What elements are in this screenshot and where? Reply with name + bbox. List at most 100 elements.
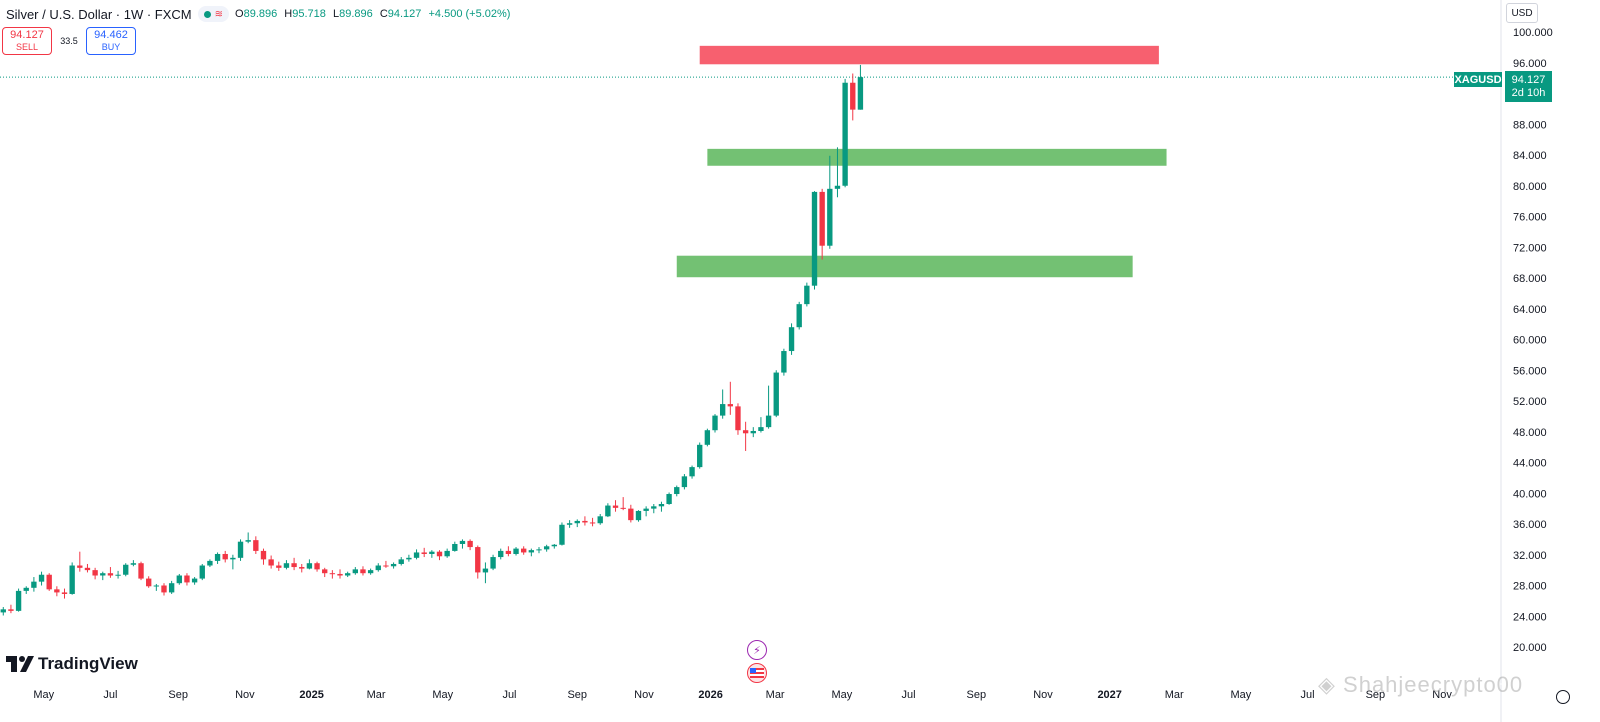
candle-body xyxy=(505,550,512,554)
x-tick-label: Sep xyxy=(168,689,188,701)
y-tick-label: 76.000 xyxy=(1513,212,1547,224)
candle-body xyxy=(704,430,711,445)
candle-body xyxy=(276,565,282,568)
candle-body xyxy=(482,568,489,573)
last-price-value: 94.127 xyxy=(1511,73,1546,86)
candle-body xyxy=(827,188,833,246)
economic-events: ⚡ xyxy=(743,640,771,683)
y-tick-label: 52.000 xyxy=(1513,396,1547,408)
candle-body xyxy=(559,524,565,545)
candle-body xyxy=(444,550,450,557)
sell-button[interactable]: 94.127 SELL xyxy=(2,27,52,55)
candle-body xyxy=(574,520,580,524)
buy-label: BUY xyxy=(101,42,121,52)
x-tick-label: Mar xyxy=(1165,689,1184,701)
candle-body xyxy=(850,82,856,110)
candle-body xyxy=(620,507,626,509)
candle-body xyxy=(566,523,573,525)
symbol-title[interactable]: Silver / U.S. Dollar · 1W · FXCM xyxy=(6,6,192,22)
candle-body xyxy=(597,516,603,524)
candle-body xyxy=(719,404,726,416)
candle-body xyxy=(811,191,818,286)
candle-body xyxy=(459,540,466,544)
candle-body xyxy=(306,563,313,569)
candle-body xyxy=(643,508,649,511)
candle-body xyxy=(712,415,718,431)
tradingview-logo[interactable]: TradingView xyxy=(6,654,138,674)
lightning-icon[interactable]: ⚡ xyxy=(747,640,767,660)
candle-body xyxy=(383,565,389,567)
candle-body xyxy=(92,570,98,576)
candle-body xyxy=(758,427,764,431)
candle-body xyxy=(84,567,91,571)
candle-body xyxy=(31,581,37,588)
candle-body xyxy=(406,557,412,560)
candle-body xyxy=(199,565,205,579)
candle-body xyxy=(735,406,741,431)
currency-selector[interactable]: USD xyxy=(1506,3,1538,23)
ohlc-open-key: O xyxy=(235,8,244,20)
candle-body xyxy=(681,476,688,488)
y-tick-label: 40.000 xyxy=(1513,488,1547,500)
candle-body xyxy=(8,609,14,611)
ohlc-low-key: L xyxy=(332,8,340,20)
candle-body xyxy=(582,520,588,523)
y-tick-label: 96.000 xyxy=(1513,58,1547,70)
candle-body xyxy=(69,565,75,594)
candle-body xyxy=(184,575,190,583)
candle-body xyxy=(773,372,779,416)
candle-body xyxy=(38,574,45,582)
candle-body xyxy=(528,550,535,553)
candle-body xyxy=(153,585,160,587)
x-tick-label: Sep xyxy=(1366,689,1386,701)
y-tick-label: 80.000 xyxy=(1513,181,1547,193)
x-tick-label: Jul xyxy=(502,689,516,701)
tradingview-logo-icon xyxy=(6,656,34,672)
candle-body xyxy=(689,467,695,477)
logo-text: TradingView xyxy=(38,654,138,673)
candle-body xyxy=(612,505,619,508)
ohlc-low-value: 89.896 xyxy=(339,8,373,20)
x-tick-label: 2027 xyxy=(1097,689,1121,701)
candle-body xyxy=(536,549,542,551)
candle-body xyxy=(651,506,657,509)
candle-body xyxy=(107,573,114,576)
candle-body xyxy=(61,592,68,594)
market-open-dot-icon xyxy=(203,10,211,18)
resistance-zone xyxy=(699,45,1159,65)
candle-body xyxy=(367,570,374,574)
ohlc-values: O89.896 H95.718 L89.896 C94.127 +4.500 (… xyxy=(235,8,514,20)
candle-body xyxy=(168,583,175,593)
gear-icon[interactable] xyxy=(1556,690,1570,704)
market-status[interactable]: ≋ xyxy=(197,6,230,22)
candle-body xyxy=(375,565,381,571)
x-tick-label: Sep xyxy=(967,689,987,701)
candle-body xyxy=(635,510,642,521)
candle-body xyxy=(674,487,680,495)
candle-body xyxy=(490,557,496,569)
candle-body xyxy=(46,574,52,590)
candle-body xyxy=(337,573,343,576)
candle-body xyxy=(0,609,6,613)
y-tick-label: 24.000 xyxy=(1513,611,1547,623)
candle-body xyxy=(819,191,825,246)
candle-body xyxy=(666,494,672,505)
x-tick-label: Mar xyxy=(367,689,386,701)
y-tick-label: 32.000 xyxy=(1513,550,1547,562)
candle-body xyxy=(100,573,106,576)
candle-body xyxy=(191,578,198,583)
candle-body xyxy=(352,569,358,574)
candle-body xyxy=(498,550,504,558)
x-tick-label: May xyxy=(432,689,453,701)
candle-body xyxy=(796,304,802,328)
chart-legend: Silver / U.S. Dollar · 1W · FXCM ≋ O 89.8… xyxy=(6,4,514,24)
buy-button[interactable]: 94.462 BUY xyxy=(86,27,136,55)
candle-body xyxy=(521,548,527,553)
candle-body xyxy=(291,563,297,568)
x-tick-label: Jul xyxy=(901,689,915,701)
candle-body xyxy=(283,563,290,568)
candle-body xyxy=(322,569,328,574)
us-flag-icon[interactable] xyxy=(747,663,767,683)
